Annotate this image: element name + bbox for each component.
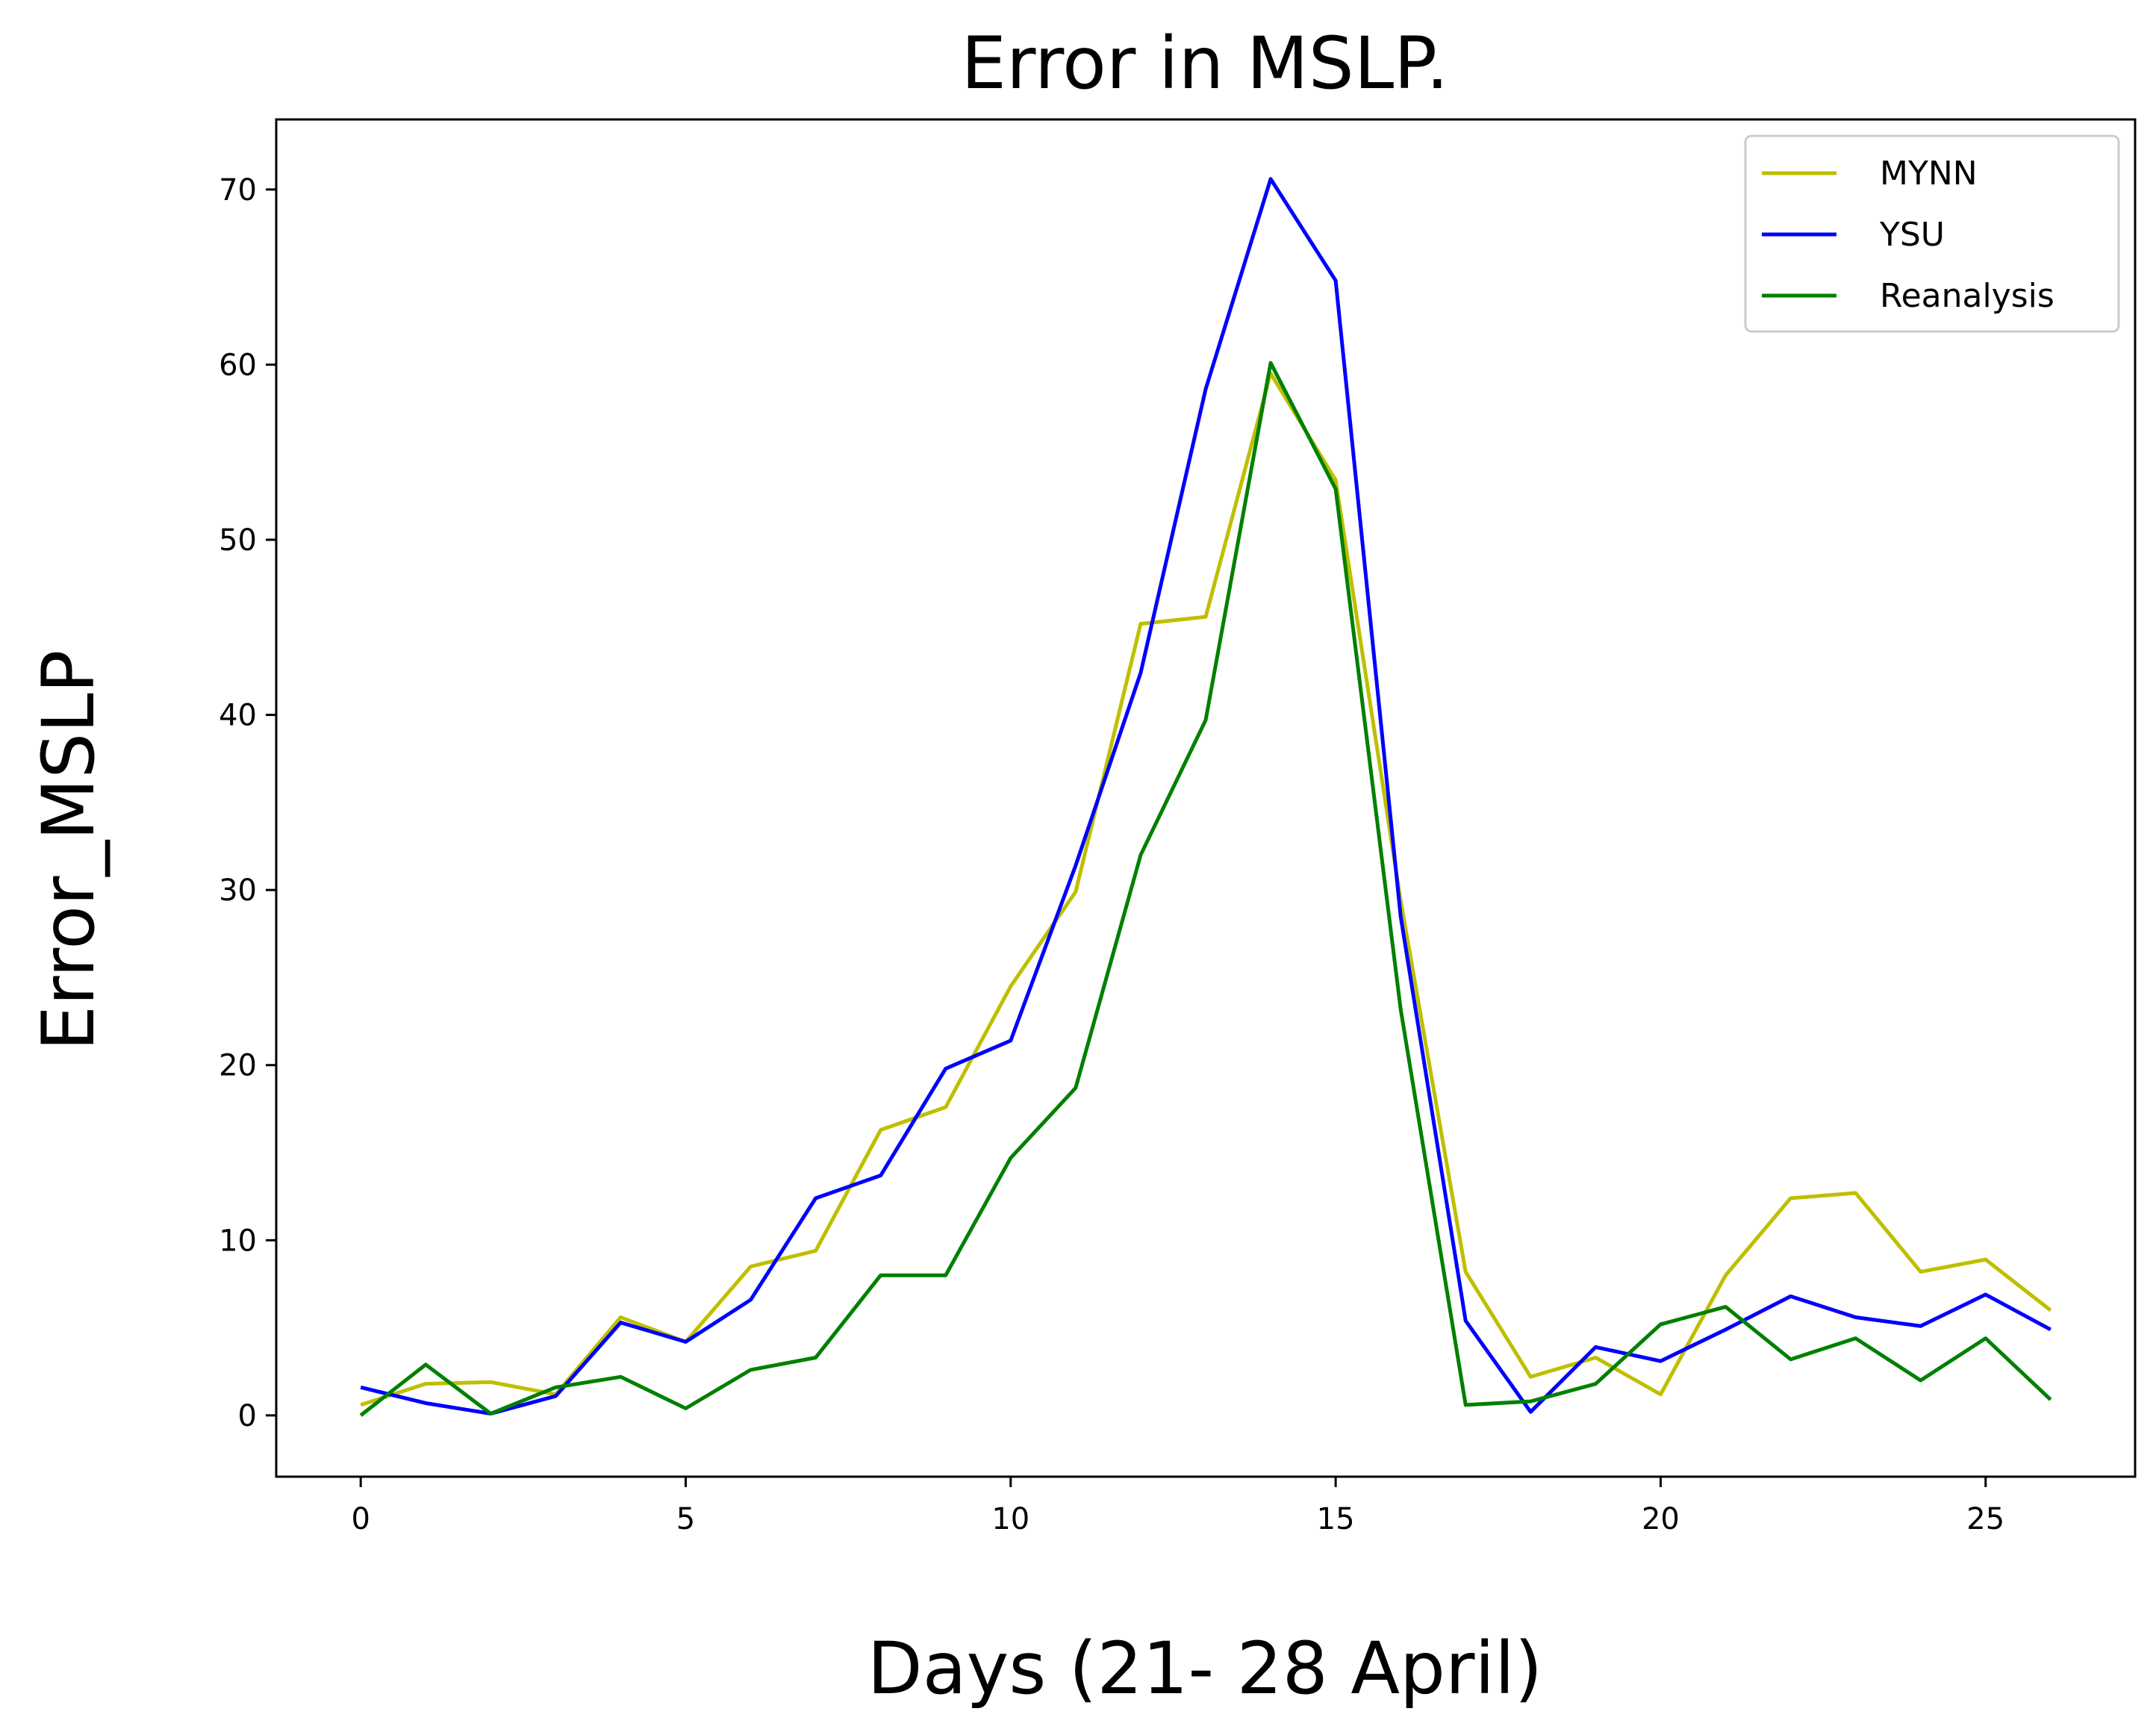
x-tick-label-5: 5 xyxy=(676,1502,695,1536)
x-tick-label-10: 10 xyxy=(991,1502,1029,1536)
y-tick-label-60: 60 xyxy=(219,348,257,382)
x-tick-label-20: 20 xyxy=(1642,1502,1680,1536)
legend-box xyxy=(1744,134,2120,333)
y-tick-label-50: 50 xyxy=(219,523,257,558)
series-line-reanalysis xyxy=(359,361,2052,1417)
plot-frame xyxy=(275,118,2137,1478)
y-axis: 0 10 20 30 40 50 60 70 xyxy=(219,173,276,1433)
legend: MYNN YSU Reanalysis xyxy=(1744,134,2120,333)
series-line-mynn xyxy=(360,371,2052,1407)
legend-label-reanalysis: Reanalysis xyxy=(1880,277,2054,315)
x-axis: 0 5 10 15 20 25 xyxy=(351,1477,2004,1536)
series-group xyxy=(359,177,2052,1417)
y-tick-label-0: 0 xyxy=(238,1399,257,1433)
y-tick-label-70: 70 xyxy=(219,173,257,208)
y-tick-label-20: 20 xyxy=(219,1049,257,1083)
chart-title: Error in MSLP. xyxy=(961,22,1448,105)
legend-label-mynn: MYNN xyxy=(1880,155,1978,193)
x-axis-label: Days (21- 28 April) xyxy=(867,1627,1542,1710)
x-tick-label-25: 25 xyxy=(1966,1502,2004,1536)
y-tick-label-40: 40 xyxy=(219,699,257,733)
y-tick-label-30: 30 xyxy=(219,873,257,908)
series-line-ysu xyxy=(360,177,2052,1416)
x-tick-label-0: 0 xyxy=(351,1502,370,1536)
y-tick-label-10: 10 xyxy=(219,1224,257,1258)
x-tick-label-15: 15 xyxy=(1317,1502,1355,1536)
y-axis-label: Error_MSLP xyxy=(27,650,110,1050)
legend-label-ysu: YSU xyxy=(1879,216,1945,254)
